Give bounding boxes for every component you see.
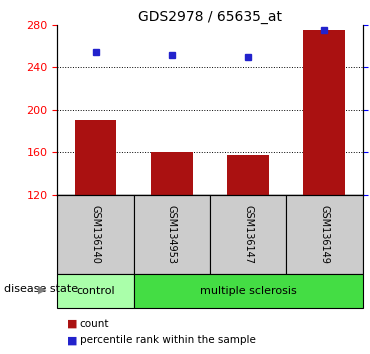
Bar <box>74 120 117 195</box>
Bar <box>286 195 363 274</box>
Text: GSM134953: GSM134953 <box>167 205 177 264</box>
Title: GDS2978 / 65635_at: GDS2978 / 65635_at <box>138 10 282 24</box>
Text: ■: ■ <box>67 319 77 329</box>
Bar <box>134 195 210 274</box>
Text: multiple sclerosis: multiple sclerosis <box>200 286 296 296</box>
Text: control: control <box>76 286 115 296</box>
Bar <box>210 195 286 274</box>
Text: GSM136140: GSM136140 <box>91 205 101 264</box>
Bar <box>57 274 134 308</box>
Text: ■: ■ <box>67 335 77 345</box>
Bar <box>151 152 193 195</box>
Text: ▶: ▶ <box>38 284 47 294</box>
Bar <box>303 30 346 195</box>
Text: GSM136149: GSM136149 <box>319 205 329 264</box>
Text: percentile rank within the sample: percentile rank within the sample <box>80 335 255 345</box>
Text: GSM136147: GSM136147 <box>243 205 253 264</box>
Bar <box>57 195 134 274</box>
Text: disease state: disease state <box>4 284 78 294</box>
Bar <box>227 155 269 195</box>
Bar <box>134 274 363 308</box>
Text: count: count <box>80 319 109 329</box>
